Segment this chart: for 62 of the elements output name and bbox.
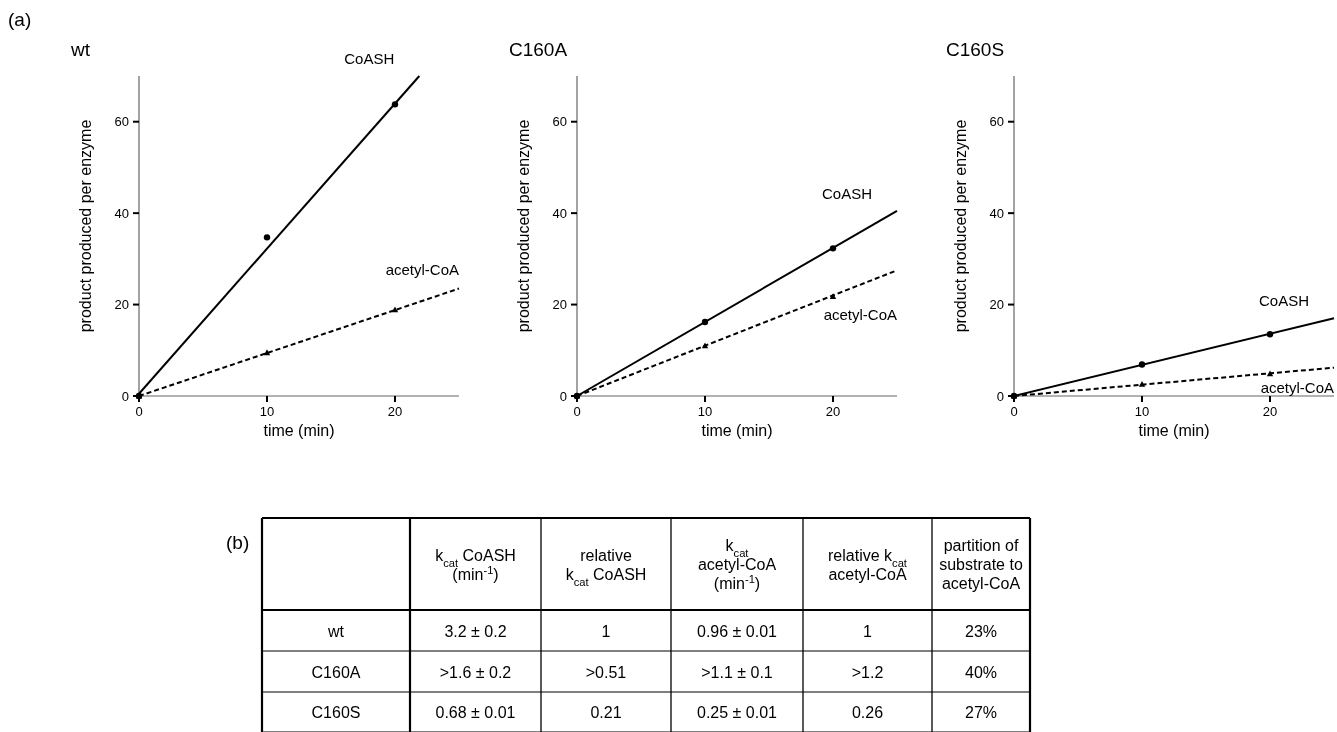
x-tick-label: 10 (1134, 404, 1150, 419)
series-label: CoASH (344, 50, 395, 67)
chart-title: C160A (509, 39, 568, 60)
text: 0.26 (851, 704, 884, 721)
text: (b) (226, 532, 250, 553)
y-tick-label: 60 (989, 114, 1004, 130)
x-tick-label: 10 (259, 404, 275, 419)
y-axis-title: product produced per enzyme (952, 119, 969, 333)
series-label: CoASH (1258, 292, 1309, 310)
x-tick-label: 20 (825, 404, 841, 419)
x-tick-label: 20 (387, 404, 403, 419)
text: 40% (964, 663, 998, 681)
y-tick-label: 40 (552, 205, 567, 221)
text: >1.6 ± 0.2 (439, 663, 512, 681)
x-axis-title: time (min) (701, 422, 773, 439)
chart-title: C160S (946, 39, 1005, 60)
x-axis-title: time (min) (1138, 422, 1210, 439)
x-tick-label: 10 (697, 404, 713, 419)
text: k$_{cat}$ CoASH (min$^{-1}$) (435, 546, 516, 583)
text: 1 (601, 622, 611, 640)
y-tick-label: 0 (996, 388, 1004, 404)
point (263, 234, 271, 241)
text: relative k$_{cat}$ CoASH (565, 546, 647, 588)
series-label: CoASH (821, 184, 872, 202)
series-label: acetyl-CoA (1260, 378, 1334, 396)
y-tick-label: 20 (552, 297, 567, 313)
text: (a) (8, 9, 32, 30)
text: 0.21 (590, 704, 622, 721)
text: k$_{cat}$ acetyl-CoA (min$^{-1}$) (697, 537, 777, 592)
text: relative k$_{cat}$ acetyl-CoA (828, 546, 908, 583)
text: 3.2 ± 0.2 (444, 622, 507, 640)
text: 0.68 ± 0.01 (435, 704, 516, 721)
text: >1.1 ± 0.1 (701, 663, 773, 681)
y-tick-label: 0 (559, 388, 567, 404)
series-label: acetyl-CoA (385, 260, 459, 278)
y-tick-label: 40 (989, 205, 1004, 221)
x-tick-label: 0 (1010, 404, 1018, 419)
y-tick-label: 40 (114, 205, 129, 221)
text: wt (327, 622, 345, 640)
text: 0.96 ± 0.01 (697, 622, 778, 640)
x-axis-title: time (min) (263, 422, 335, 439)
text: 1 (863, 622, 873, 640)
y-axis-title: product produced per enzyme (77, 119, 94, 333)
text: C160S (311, 704, 361, 721)
y-tick-label: 0 (121, 388, 129, 404)
text: partition of substrate to acetyl-CoA (939, 537, 1023, 592)
x-tick-label: 20 (1262, 404, 1278, 419)
y-tick-label: 60 (114, 114, 129, 130)
chart-title: wt (70, 39, 91, 60)
text: C160A (311, 663, 361, 681)
y-tick-label: 20 (114, 297, 129, 313)
text: >0.51 (585, 663, 627, 681)
text: 0.25 ± 0.01 (697, 704, 778, 721)
series-label: acetyl-CoA (823, 305, 897, 323)
text: 27% (964, 704, 998, 721)
y-tick-label: 60 (552, 114, 567, 130)
text: 23% (964, 622, 998, 640)
x-tick-label: 0 (135, 404, 143, 419)
text: >1.2 (851, 663, 884, 681)
y-axis-title: product produced per enzyme (515, 119, 532, 333)
x-tick-label: 0 (573, 404, 581, 419)
y-tick-label: 20 (989, 297, 1004, 313)
